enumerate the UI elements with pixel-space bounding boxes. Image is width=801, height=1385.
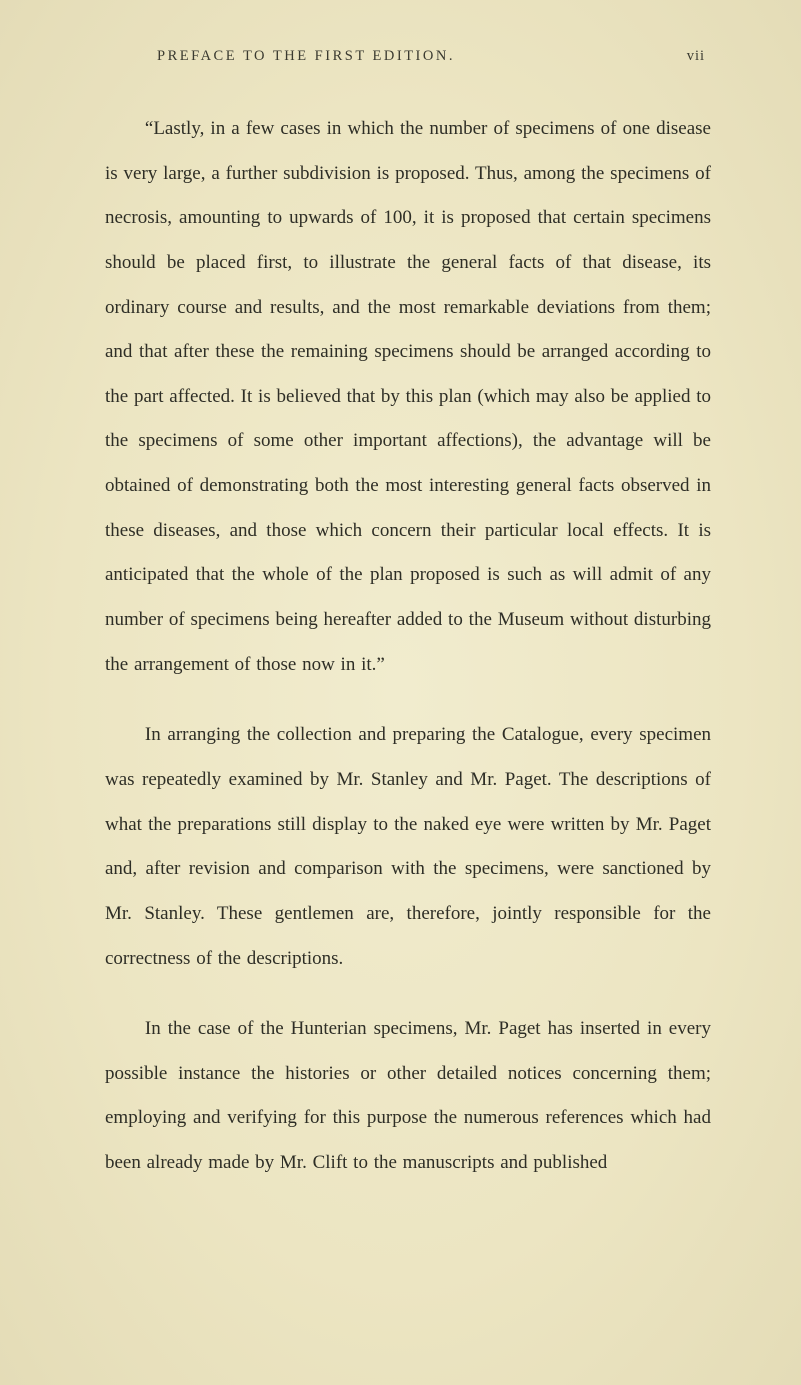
page-number: vii: [687, 48, 705, 65]
page: PREFACE TO THE FIRST EDITION. vii “Lastl…: [0, 0, 801, 1385]
paragraph-2: In arranging the collection and preparin…: [105, 713, 711, 981]
running-head-title: PREFACE TO THE FIRST EDITION.: [157, 48, 455, 65]
paragraph-3: In the case of the Hunterian specimens, …: [105, 1007, 711, 1186]
running-head: PREFACE TO THE FIRST EDITION. vii: [105, 48, 711, 65]
paragraph-1: “Lastly, in a few cases in which the num…: [105, 107, 711, 687]
